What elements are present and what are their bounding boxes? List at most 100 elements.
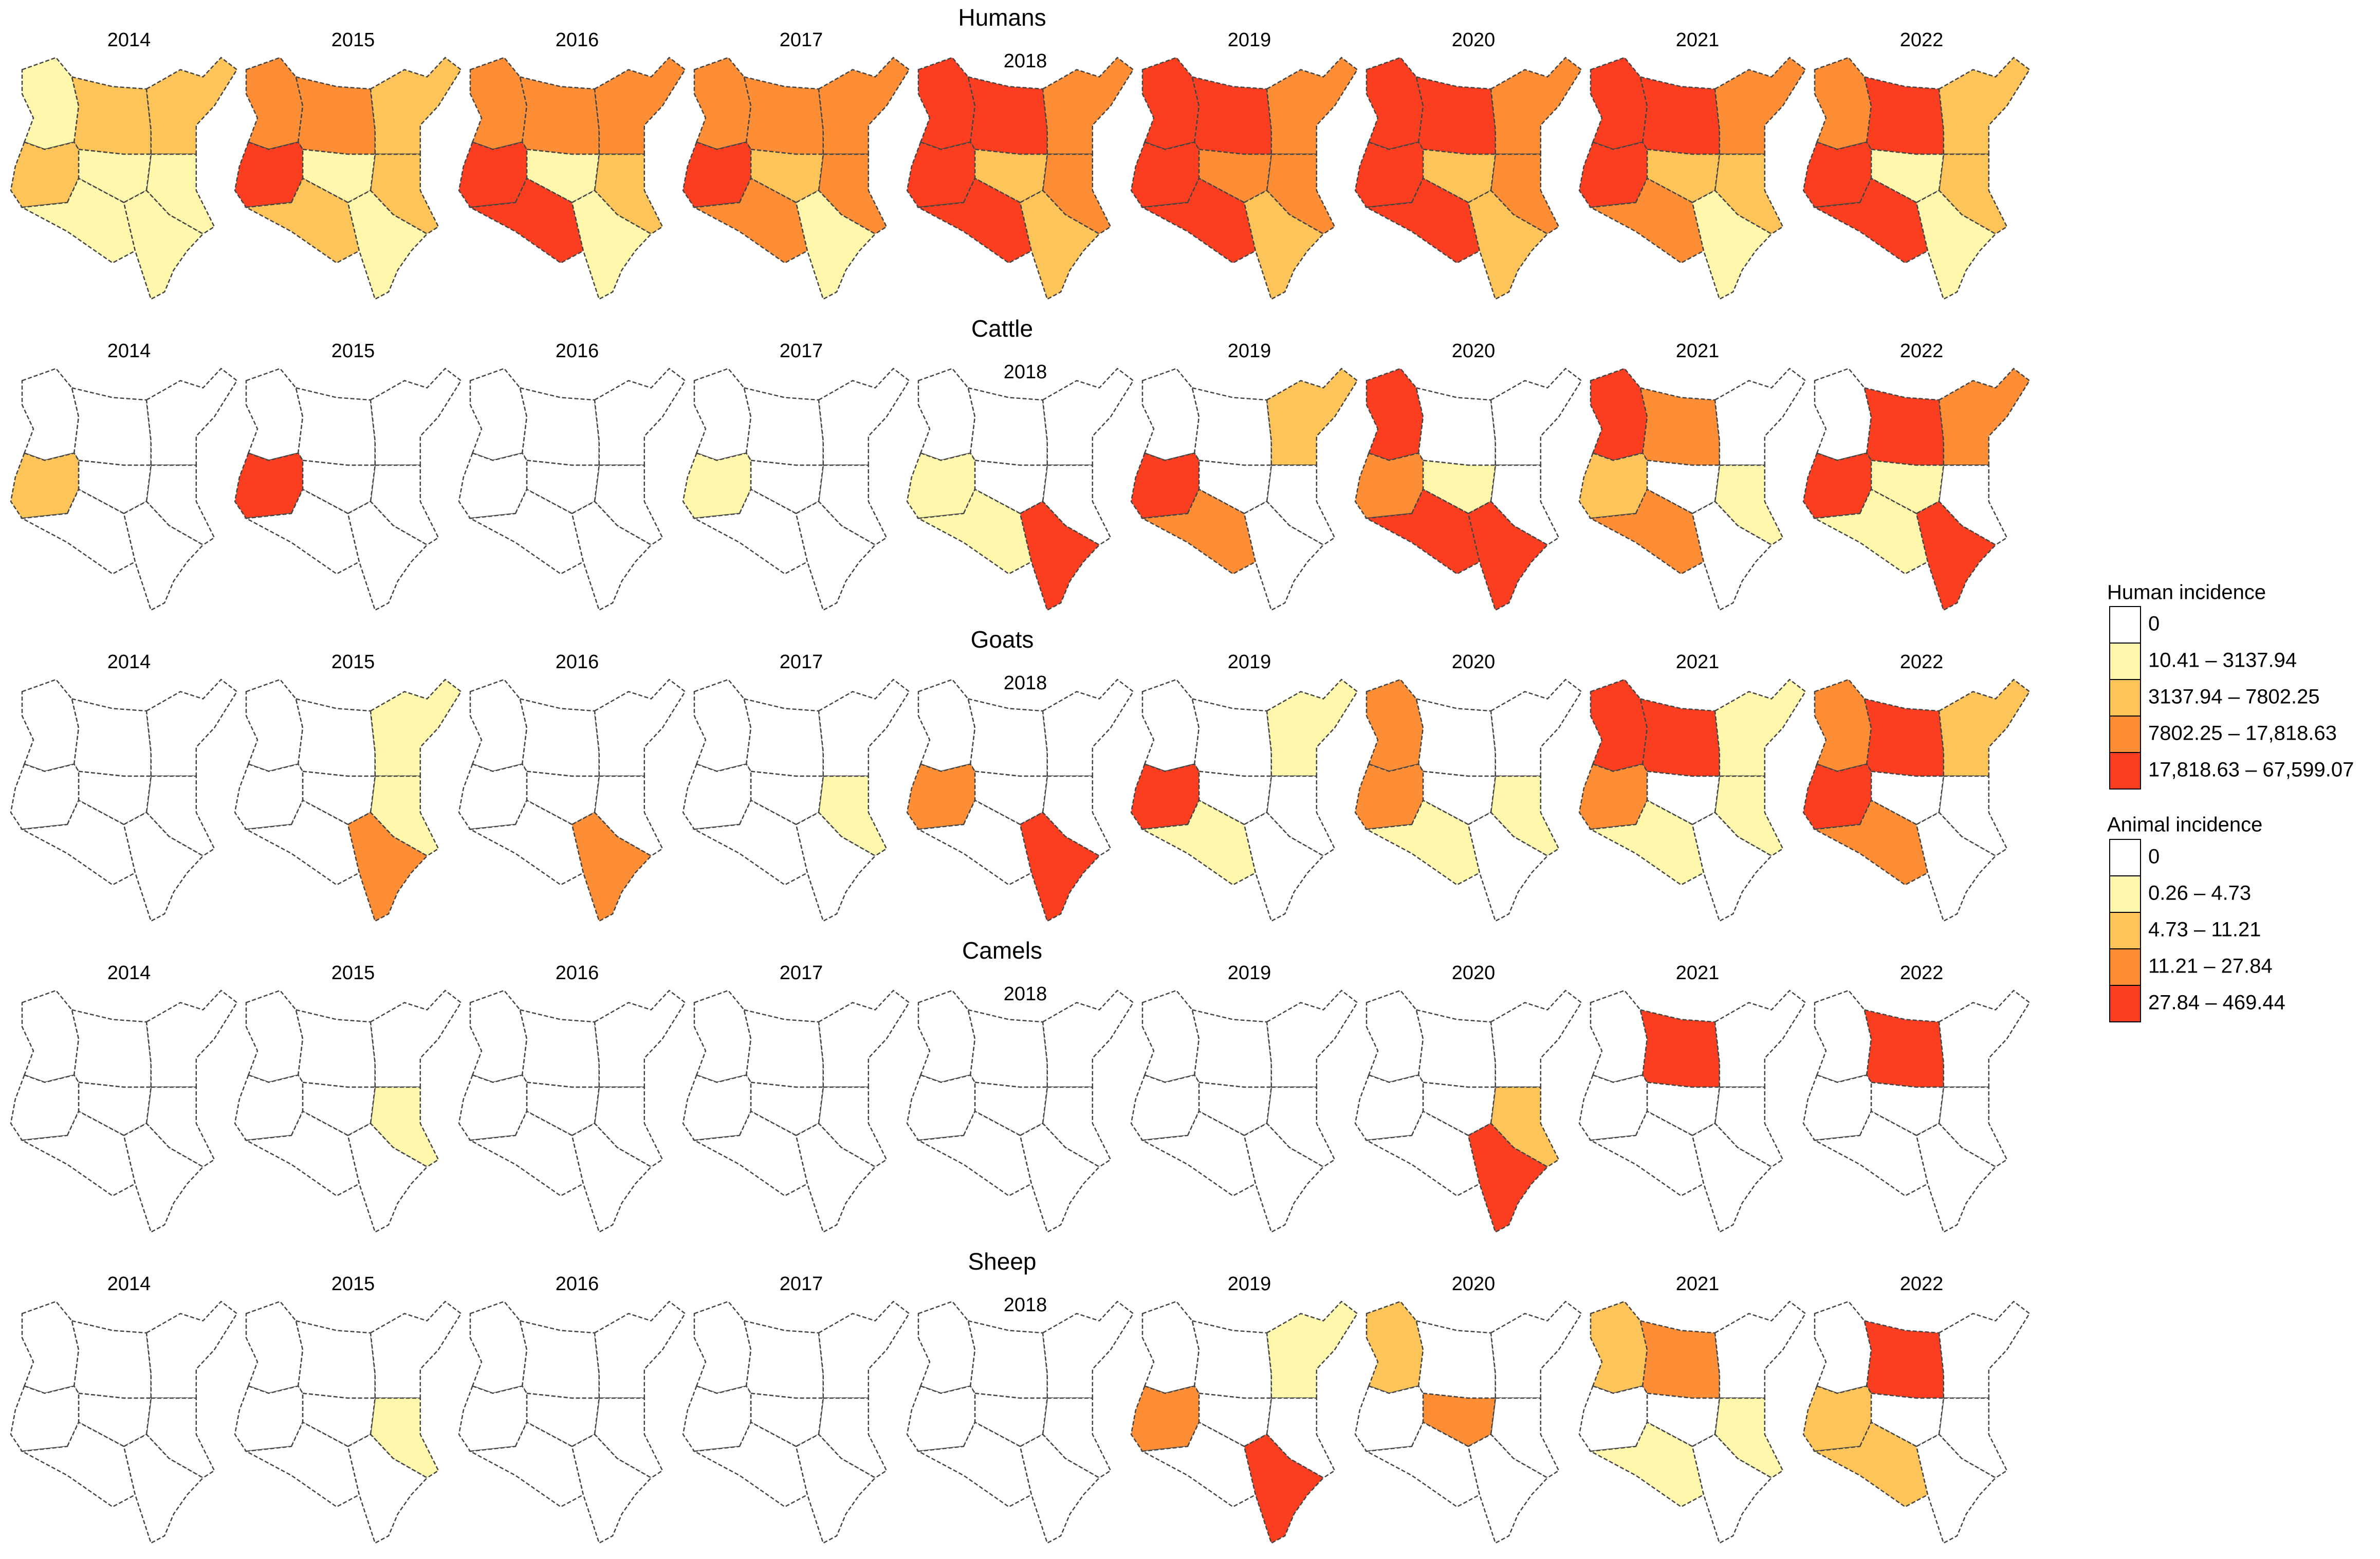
county-region [1490, 368, 1582, 466]
county-region [1864, 1319, 1945, 1399]
county-region [682, 763, 752, 830]
county-region [682, 1074, 752, 1141]
county-region [245, 57, 304, 150]
county-region [244, 799, 360, 886]
county-region [1802, 763, 1872, 830]
county-region [1590, 678, 1648, 772]
county-region [1354, 763, 1424, 830]
county-region [10, 452, 80, 519]
year-label: 2015 [331, 962, 375, 984]
county-region [1042, 678, 1134, 777]
county-region [906, 452, 976, 519]
year-label: 2022 [1900, 962, 1944, 984]
county-region [1915, 500, 1997, 611]
year-label: 2021 [1676, 29, 1720, 51]
county-region [1243, 1122, 1324, 1233]
county-region [1938, 1086, 2008, 1168]
county-region [795, 500, 876, 611]
county-region [916, 799, 1032, 886]
county-region [519, 1008, 600, 1088]
county-region [1812, 799, 1929, 886]
year-label: 2021 [1676, 1273, 1720, 1295]
county-region [1042, 464, 1112, 546]
county-region [244, 1421, 360, 1508]
county-region [571, 1122, 652, 1233]
county-region [1191, 1008, 1272, 1088]
county-region [1814, 1300, 1872, 1394]
county-region [1266, 57, 1358, 155]
county-region [1042, 368, 1134, 466]
county-region [1812, 488, 1929, 575]
county-region [468, 1110, 584, 1197]
year-label: 2022 [1900, 29, 1944, 51]
legend-swatch [2109, 679, 2141, 717]
county-region [594, 464, 663, 546]
county-region [458, 141, 528, 208]
county-region [1814, 678, 1872, 772]
county-region [1490, 57, 1582, 155]
county-region [21, 1300, 80, 1394]
county-region [693, 1300, 752, 1394]
county-region [1864, 76, 1945, 155]
county-region [594, 775, 663, 857]
county-region [468, 177, 584, 264]
county-region [967, 387, 1048, 466]
county-region [145, 989, 238, 1088]
county-region [1130, 763, 1200, 830]
county-region [370, 1300, 462, 1399]
county-region [145, 464, 215, 546]
county-region [743, 1319, 824, 1399]
county-region [1266, 678, 1358, 777]
county-region [123, 500, 204, 611]
county-region [458, 1385, 528, 1452]
county-region [1042, 775, 1112, 857]
county-region [1578, 763, 1648, 830]
county-region [1243, 189, 1324, 300]
county-region [1938, 989, 2031, 1088]
county-region [1490, 1086, 1560, 1168]
county-region [967, 698, 1048, 777]
county-region [1266, 989, 1358, 1088]
county-region [123, 1433, 204, 1544]
county-region [795, 1122, 876, 1233]
county-region [1938, 775, 2008, 857]
county-region [571, 500, 652, 611]
county-region [1191, 698, 1272, 777]
county-region [1714, 57, 1806, 155]
county-region [370, 989, 462, 1088]
year-label: 2014 [107, 962, 151, 984]
county-region [21, 989, 80, 1083]
county-region [245, 1300, 304, 1394]
county-region [1812, 1110, 1929, 1197]
legend-label: 4.73 – 11.21 [2148, 919, 2261, 941]
legend-swatch [2109, 606, 2141, 644]
county-region [1639, 1319, 1721, 1399]
legend-label: 7802.25 – 17,818.63 [2148, 722, 2337, 745]
year-label: 2017 [780, 29, 823, 51]
county-region [1467, 189, 1548, 300]
year-label: 2018 [1004, 672, 1047, 694]
year-label: 2018 [1004, 983, 1047, 1005]
county-region [571, 1433, 652, 1544]
year-label: 2020 [1452, 340, 1496, 362]
county-region [1141, 678, 1200, 772]
county-region [295, 1008, 376, 1088]
county-region [1915, 1433, 1997, 1544]
county-region [916, 488, 1032, 575]
county-region [1467, 811, 1548, 922]
year-label: 2020 [1452, 1273, 1496, 1295]
county-region [1141, 989, 1200, 1083]
county-region [1364, 799, 1481, 886]
county-region [1364, 1110, 1481, 1197]
county-region [693, 989, 752, 1083]
county-region [20, 799, 136, 886]
county-region [469, 57, 528, 150]
county-region [1714, 989, 1806, 1088]
county-region [1415, 76, 1497, 155]
county-region [370, 1397, 439, 1479]
county-region [594, 1300, 686, 1399]
county-region [1578, 1074, 1648, 1141]
year-label: 2016 [556, 651, 599, 673]
year-label: 2014 [107, 29, 151, 51]
county-region [458, 1074, 528, 1141]
